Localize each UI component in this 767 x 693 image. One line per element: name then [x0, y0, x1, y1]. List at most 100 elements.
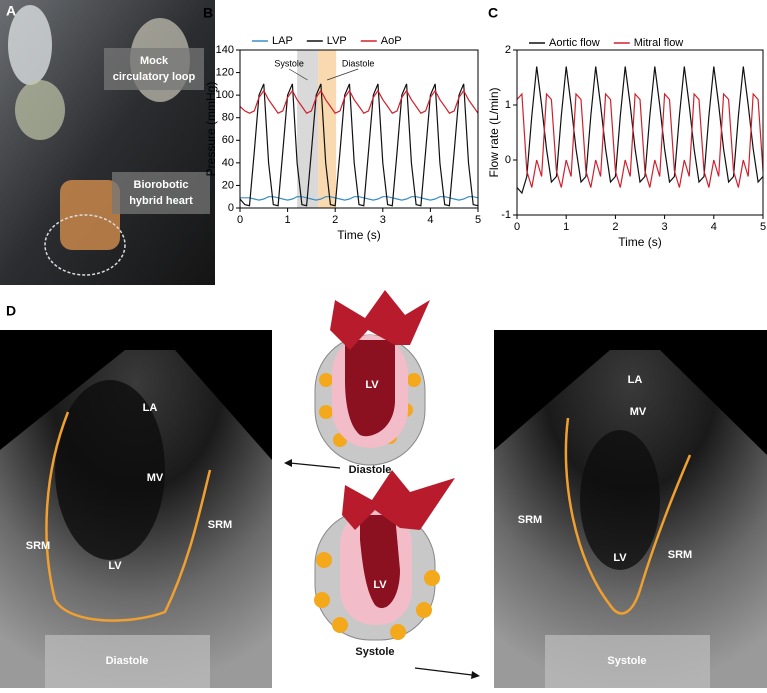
y-tick-label: 40 [222, 157, 234, 169]
y-tick-label: 1 [505, 99, 511, 111]
x-tick-label: 0 [514, 221, 520, 233]
x-tick-label: 2 [332, 214, 338, 226]
legend-label: Aortic flow [549, 37, 600, 49]
x-axis-label: Time (s) [337, 228, 381, 242]
plot-frame [239, 49, 479, 209]
y-tick-label: 80 [222, 112, 234, 124]
echo-label: LA [143, 402, 158, 414]
schematic-label: LV [373, 579, 387, 591]
echo-diastole: LA MV SRM LV SRM Diastole [0, 330, 272, 688]
y-tick-label: 120 [216, 66, 234, 78]
y-axis-label: Flow rate (L/min) [487, 87, 501, 177]
annotation: Diastole [342, 58, 375, 68]
annotation-leader [288, 68, 308, 81]
echo-label: LV [613, 552, 627, 564]
label-box [104, 48, 204, 90]
schematic-phase: Systole [355, 646, 394, 658]
line-chart: Systole Diastole 0 20 40 60 80 100 120 140 0 1 2 3 4 5 T… [204, 35, 481, 242]
echo-label: SRM [668, 549, 692, 561]
echo-systole: LA MV SRM LV SRM Systole [494, 330, 767, 688]
legend-label: Mitral flow [634, 37, 684, 49]
shaded-phase [297, 50, 319, 208]
y-tick-label: 0 [228, 202, 234, 214]
legend-label: AoP [381, 35, 402, 47]
x-tick-label: 5 [760, 221, 766, 233]
muscle [319, 373, 333, 387]
x-tick-label: 5 [475, 214, 481, 226]
muscle [332, 617, 348, 633]
annotation-leader [326, 68, 359, 81]
x-tick-label: 1 [563, 221, 569, 233]
arrowhead [284, 459, 292, 467]
arrow [289, 462, 341, 469]
plot-frame [516, 49, 764, 216]
x-tick-label: 0 [237, 214, 243, 226]
atria [330, 290, 430, 350]
echo-label: SRM [26, 540, 50, 552]
echo-label: SRM [518, 514, 542, 526]
label-box [545, 635, 710, 688]
legend-label: LVP [327, 35, 347, 47]
x-tick-label: 4 [711, 221, 717, 233]
contour [45, 411, 212, 622]
muscle [314, 592, 330, 608]
shaded-phase [318, 50, 337, 208]
annotation: Systole [274, 58, 304, 68]
photo-label: Mock [140, 55, 169, 67]
panel-label: C [488, 5, 498, 21]
series-line [516, 66, 764, 195]
x-axis-label: Time (s) [618, 235, 662, 249]
x-tick-label: 3 [380, 214, 386, 226]
x-tick-label: 1 [285, 214, 291, 226]
schematic-phase: Diastole [349, 464, 392, 476]
schematic-label: LV [365, 379, 379, 391]
series-line [239, 83, 479, 207]
contour [564, 417, 692, 615]
y-axis-label: Pressure (mmHg) [204, 82, 218, 177]
muscle [390, 624, 406, 640]
echo-label: LV [108, 560, 122, 572]
y-tick-label: 140 [216, 44, 234, 56]
echo-phase: Systole [607, 655, 646, 667]
y-tick-label: -1 [501, 209, 511, 221]
echo-label: MV [147, 472, 164, 484]
label-box [45, 635, 210, 688]
echo-label: MV [630, 406, 647, 418]
arrow [414, 667, 473, 676]
series-line [516, 92, 764, 188]
echo-cavity [580, 430, 660, 570]
heart-diastole: LV [314, 290, 430, 466]
photo-panel: Mock circulatory loop Biorobotic hybrid … [0, 0, 215, 285]
y-tick-label: 100 [216, 89, 234, 101]
y-tick-label: 2 [505, 44, 511, 56]
series-line [239, 89, 479, 114]
echo-label: SRM [208, 519, 232, 531]
heart-systole: LV [314, 470, 455, 641]
jar [15, 80, 65, 140]
photo-label: hybrid heart [129, 195, 193, 207]
echo-cavity [55, 380, 165, 560]
photo-label: circulatory loop [113, 71, 196, 83]
panel-label: B [203, 5, 213, 21]
panel-label: A [6, 3, 16, 19]
legend-label: LAP [272, 35, 293, 47]
muscle [424, 570, 440, 586]
series-line [240, 196, 479, 201]
label-box [112, 172, 210, 214]
atria [342, 470, 455, 530]
panel-label: D [6, 303, 16, 319]
muscle [316, 552, 332, 568]
echo-phase: Diastole [106, 655, 149, 667]
photo-label: Biorobotic [134, 179, 189, 191]
y-tick-label: 0 [505, 154, 511, 166]
lv-cavity [345, 340, 395, 437]
muscle [416, 602, 432, 618]
echo-label: LA [628, 374, 643, 386]
mesh [44, 214, 126, 276]
muscle [407, 373, 421, 387]
x-tick-label: 4 [427, 214, 433, 226]
y-tick-label: 60 [222, 134, 234, 146]
